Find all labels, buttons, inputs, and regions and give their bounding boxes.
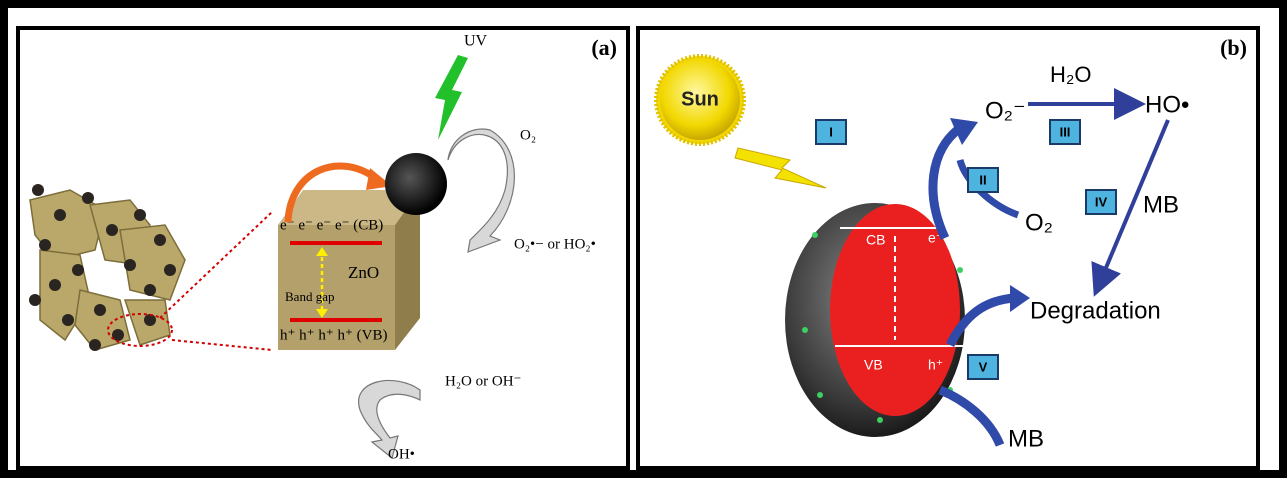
figure: e⁻ e⁻ e⁻ e⁻ (CB) ZnO Band gap h⁺ h⁺ h⁺ h…	[0, 0, 1287, 478]
step-label: IV	[1095, 194, 1108, 209]
o2-label: O₂	[1025, 209, 1053, 236]
step-label: III	[1060, 124, 1071, 139]
hydroxyl-label: OH•	[388, 446, 415, 462]
vb-label: h⁺ h⁺ h⁺ h⁺ (VB)	[280, 327, 388, 343]
degradation-label: Degradation	[1030, 297, 1161, 324]
uv-label: UV	[464, 33, 488, 50]
particle	[385, 153, 447, 215]
superoxide-label: O₂⁻	[985, 97, 1026, 124]
panel-a: e⁻ e⁻ e⁻ e⁻ (CB) ZnO Band gap h⁺ h⁺ h⁺ h…	[18, 28, 628, 468]
step-label: I	[829, 124, 833, 139]
material-label: ZnO	[348, 263, 379, 282]
cb-label: e⁻ e⁻ e⁻ e⁻ (CB)	[280, 217, 383, 233]
step-label: II	[979, 172, 986, 187]
water-label: H₂O	[1050, 62, 1092, 87]
band-gap-label: Band gap	[285, 289, 334, 304]
superoxide-label: O₂•− or HO₂•	[514, 236, 596, 252]
sun-label: Sun	[681, 88, 719, 110]
mb-label: MB	[1143, 191, 1179, 218]
hole-label: h⁺	[928, 357, 943, 373]
step-label: V	[979, 359, 988, 374]
panel-label: (b)	[1220, 35, 1247, 60]
mb-label: MB	[1008, 425, 1044, 452]
water-label: H₂O or OH⁻	[445, 373, 521, 389]
o2-label: O₂	[520, 127, 536, 143]
panel-label: (a)	[591, 35, 617, 60]
hydroxyl-label: HO•	[1145, 91, 1189, 118]
page: {"panel_a": {"label": "(a)", "uv": "UV",…	[0, 0, 1287, 478]
vb-label: VB	[864, 357, 883, 373]
panel-b: Sun CB e⁻ VB h⁺ O₂⁻ H₂O HO• O₂ MB Degrad…	[638, 28, 1258, 468]
cb-label: CB	[866, 232, 885, 248]
